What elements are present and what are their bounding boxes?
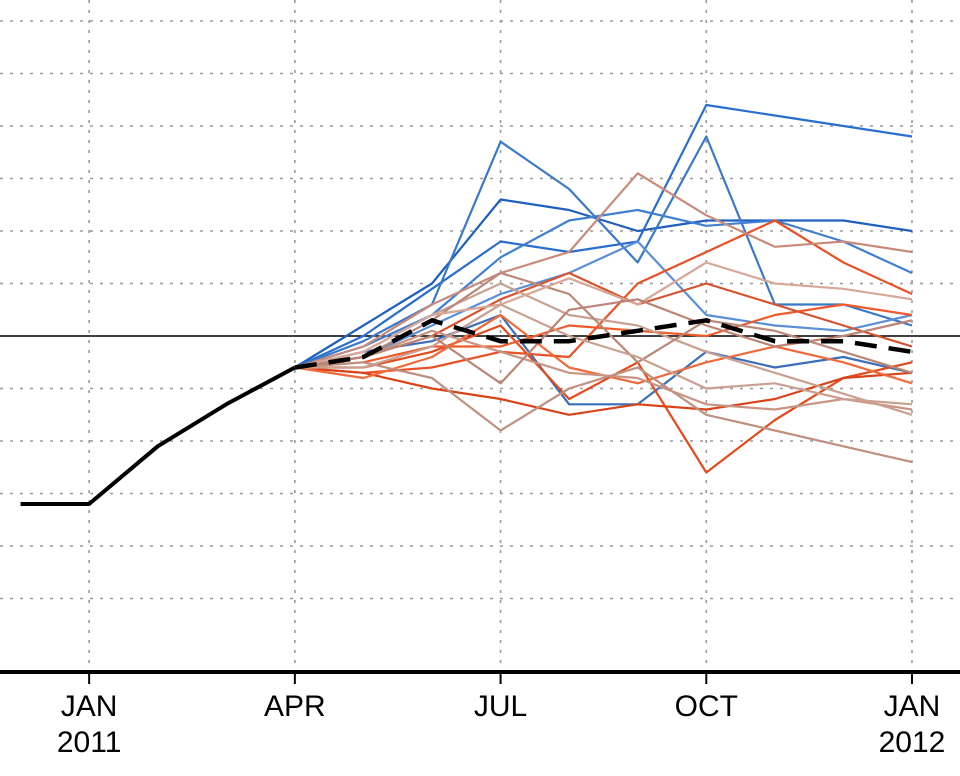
ensemble-member-line (294, 303, 913, 406)
x-tick-label: JAN (61, 690, 118, 723)
x-tick-label: JUL (474, 690, 527, 723)
ensemble-member-line (294, 135, 913, 369)
x-tick-label: OCT (675, 690, 738, 723)
ensemble-member-line (294, 103, 913, 369)
x-tick-label: JAN (884, 690, 941, 723)
ensemble-members (294, 103, 913, 474)
ensemble-member-line (294, 198, 913, 369)
ensemble-member-line (294, 324, 913, 474)
x-tick-label: APR (264, 690, 326, 723)
ensemble-member-line (294, 240, 913, 369)
x-tick-year-label: 2012 (879, 726, 946, 759)
ensemble-member-line (294, 329, 913, 411)
ensemble-mean-line (294, 318, 913, 370)
ensemble-member-line (294, 361, 913, 464)
ensemble-member-line (294, 366, 913, 416)
x-tick-year-label: 2011 (57, 726, 122, 759)
ensemble-member-line (294, 208, 913, 369)
ensemble-member-line (294, 261, 913, 369)
ensemble-member-line (294, 172, 913, 369)
ensemble-member-line (294, 298, 913, 385)
observed-series-line (20, 365, 296, 506)
